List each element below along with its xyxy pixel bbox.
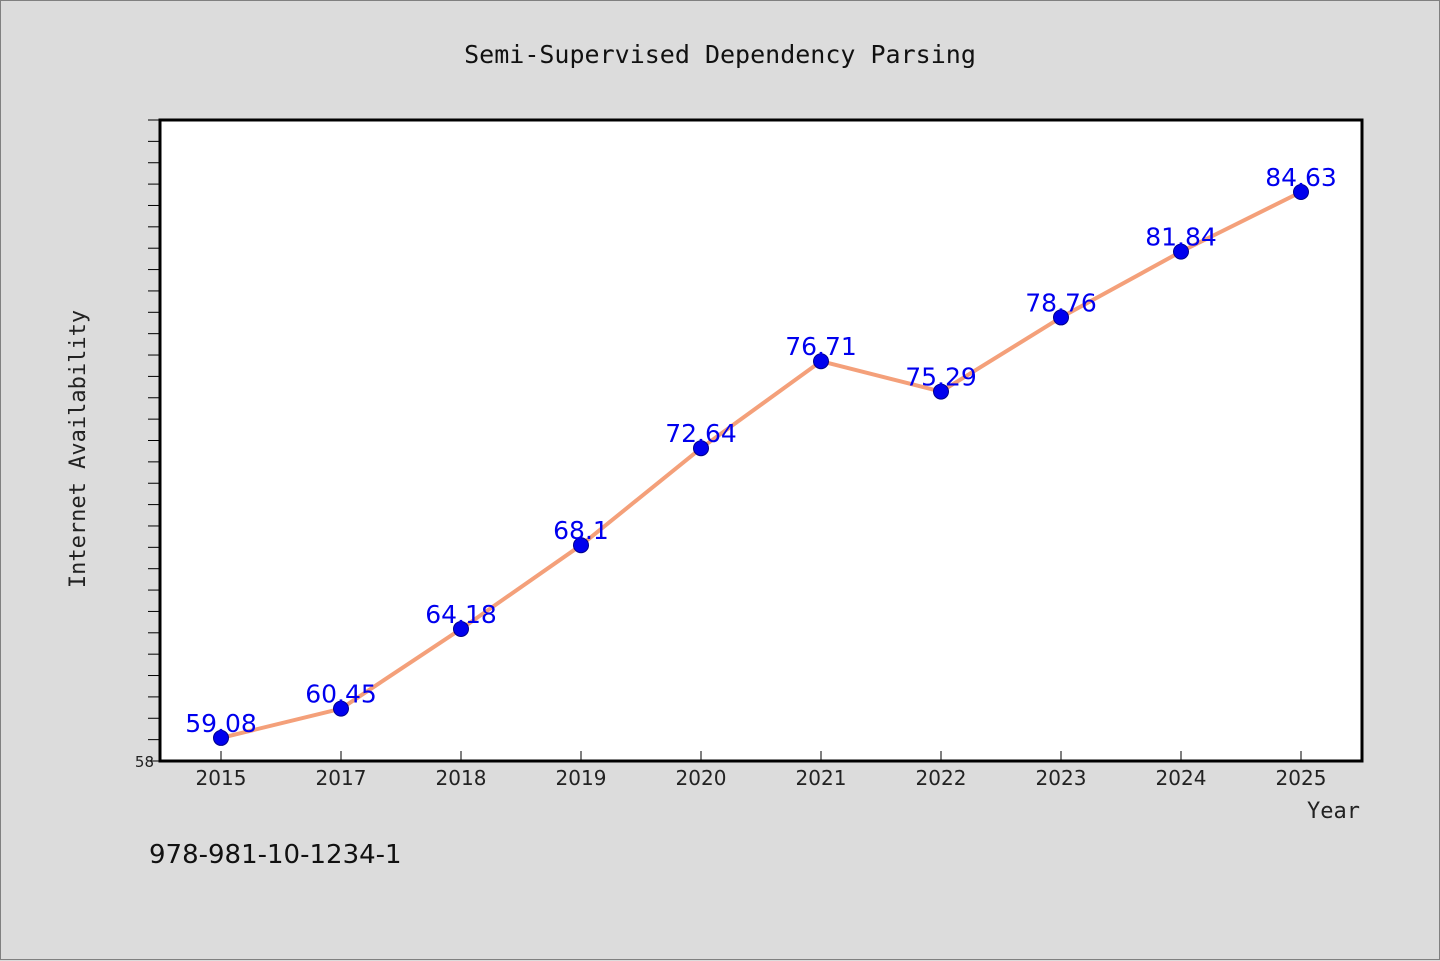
data-point: [813, 353, 829, 370]
chart-title: Semi-Supervised Dependency Parsing: [464, 40, 976, 69]
data-label: 78.76: [1025, 288, 1097, 317]
data-label: 68.1: [553, 516, 609, 545]
data-point: [213, 729, 229, 746]
y-axis-ticks: 58: [135, 119, 160, 771]
data-label: 64.18: [425, 600, 497, 629]
x-axis-ticks: 2015 2017 2018 2019 2020 2021 2022 2023 2024 2025: [196, 751, 1327, 790]
y-tick-label: 58: [135, 753, 154, 771]
x-tick-label: 2021: [796, 766, 847, 790]
data-point: [933, 383, 949, 400]
y-axis-label: Internet Availability: [66, 310, 91, 588]
data-point: [333, 700, 349, 717]
data-point: [693, 440, 709, 457]
data-point: [453, 620, 469, 637]
x-axis-label: Year: [1307, 799, 1360, 824]
series-line: [219, 190, 1303, 740]
x-tick-label: 2019: [556, 766, 607, 790]
data-point: [1173, 243, 1189, 260]
data-label: 60.45: [305, 680, 377, 709]
data-point: [1053, 309, 1069, 326]
data-labels-group: 59.08 60.45 64.18 68.1 72.64 76.71 75.29 78.76 8…: [185, 163, 1337, 738]
data-label: 72.64: [665, 419, 737, 448]
data-label: 81.84: [1145, 223, 1217, 252]
data-point: [573, 537, 589, 554]
data-label: 59.08: [185, 709, 257, 738]
x-tick-label: 2018: [436, 766, 487, 790]
data-label: 76.71: [785, 332, 857, 361]
x-tick-label: 2015: [196, 766, 247, 790]
x-tick-label: 2022: [916, 766, 967, 790]
plot-area: [158, 118, 1364, 763]
x-tick-label: 2023: [1036, 766, 1087, 790]
x-tick-label: 2024: [1156, 766, 1207, 790]
data-label: 84.63: [1265, 163, 1337, 192]
x-tick-label: 2025: [1276, 766, 1327, 790]
isbn-text: 978-981-10-1234-1: [149, 840, 402, 870]
x-tick-label: 2017: [316, 766, 367, 790]
data-label: 75.29: [905, 363, 977, 392]
series-group: [213, 184, 1309, 746]
x-tick-label: 2020: [676, 766, 727, 790]
data-point: [1293, 184, 1309, 201]
